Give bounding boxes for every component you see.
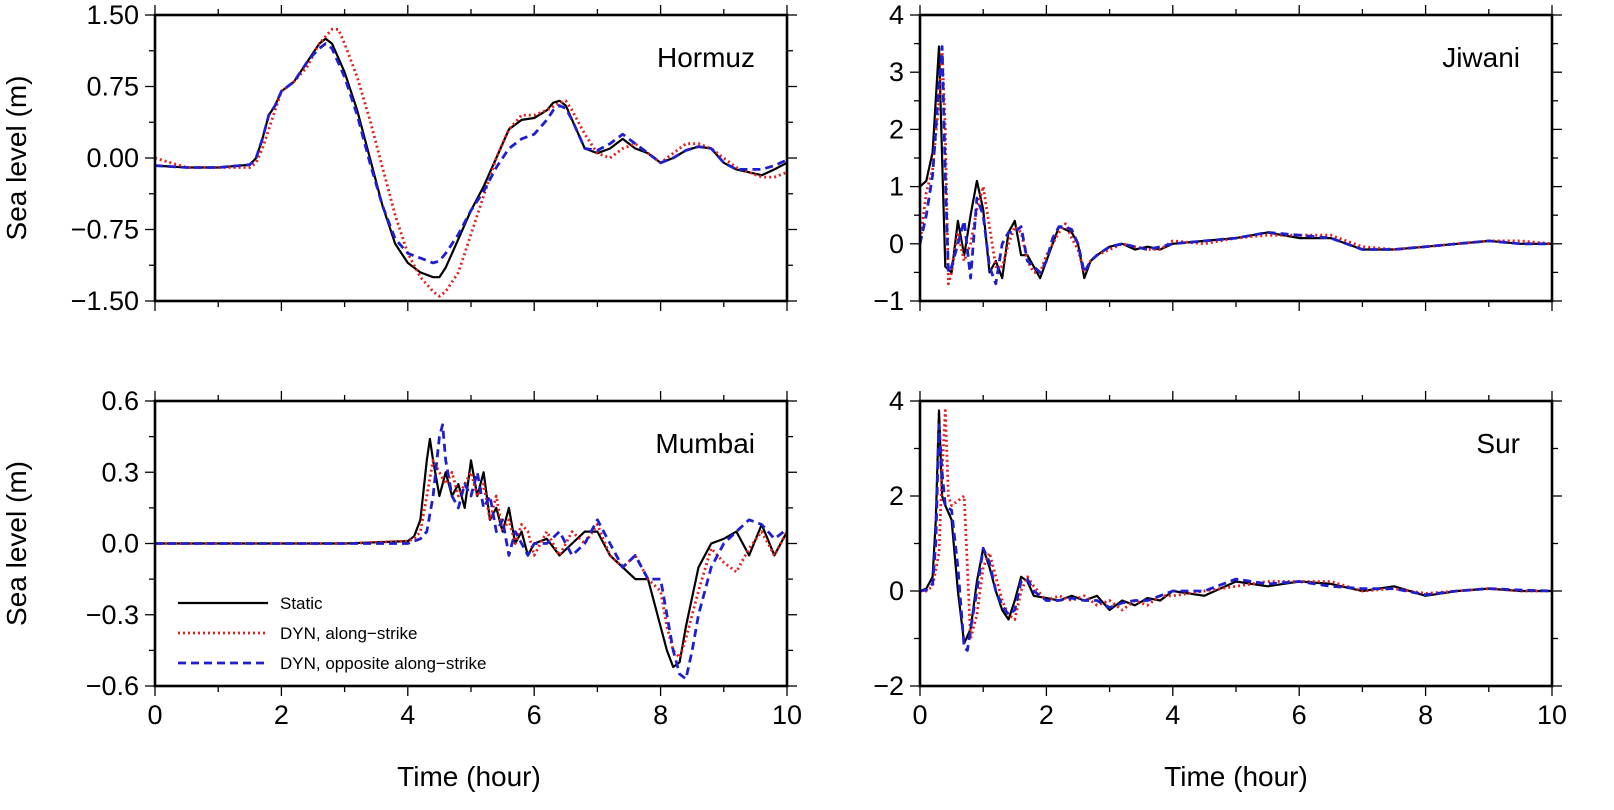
hormuz-series-dyn-opposite-along-strike <box>155 42 787 265</box>
mumbai-x-tick-label: 2 <box>274 700 289 730</box>
mumbai-y-tick-label: 0.3 <box>101 457 139 487</box>
sur-x-tick-label: 0 <box>912 700 927 730</box>
hormuz-series-group <box>155 27 787 298</box>
jiwani-y-tick-label: 0 <box>889 229 904 259</box>
sur-plot-frame <box>918 399 1554 688</box>
hormuz-y-axis-title: Sea level (m) <box>1 76 32 241</box>
mumbai-series-dyn-along-strike <box>155 458 787 659</box>
jiwani-series-static <box>920 45 1552 280</box>
panel-hormuz: 1.50 0.75 0.00 −0.75 −1.50 Sea level (m) Hormu… <box>1 0 797 316</box>
hormuz-series-static <box>155 37 787 279</box>
mumbai-plot-frame <box>153 399 789 688</box>
hormuz-station-label: Hormuz <box>657 42 755 73</box>
mumbai-x-tick-label: 8 <box>653 700 668 730</box>
hormuz-y-tick-label: 0.75 <box>86 72 139 102</box>
sur-station-label: Sur <box>1476 428 1520 459</box>
mumbai-y-tick-label: 0.0 <box>101 529 139 559</box>
legend-label-dyn-opposite-along-strike: DYN, opposite along−strike <box>280 654 486 673</box>
legend-label-dyn-along-strike: DYN, along−strike <box>280 624 417 643</box>
mumbai-x-tick-label: 10 <box>772 700 802 730</box>
mumbai-series-group <box>155 423 787 681</box>
sur-y-tick-label: −2 <box>873 671 904 701</box>
sur-x-tick-label: 6 <box>1292 700 1307 730</box>
panel-mumbai: 0.6 0.3 0.0 −0.3 −0.6 0 2 4 6 8 10 Sea level (m) Mum… <box>1 386 802 730</box>
mumbai-y-tick-label: −0.6 <box>86 671 139 701</box>
jiwani-y-tick-label: 2 <box>889 114 904 144</box>
jiwani-y-tick-label: 3 <box>889 57 904 87</box>
mumbai-y-axis-title: Sea level (m) <box>1 461 32 626</box>
jiwani-series-dyn-opposite-along-strike <box>920 45 1552 286</box>
mumbai-x-tick-label: 4 <box>400 700 415 730</box>
jiwani-y-tick-label: 1 <box>889 172 904 202</box>
mumbai-series-static <box>155 437 787 669</box>
sur-x-tick-label: 10 <box>1537 700 1567 730</box>
mumbai-x-tick-label: 0 <box>147 700 162 730</box>
mumbai-y-tick-label: 0.6 <box>101 386 139 416</box>
hormuz-y-tick-label: 1.50 <box>86 0 139 30</box>
panel-jiwani: 4 3 2 1 0 −1 Jiwani <box>873 0 1562 316</box>
sur-y-tick-label: 4 <box>889 386 904 416</box>
jiwani-y-tick-label: −1 <box>873 286 904 316</box>
jiwani-station-label: Jiwani <box>1442 42 1520 73</box>
jiwani-y-tick-label: 4 <box>889 0 904 30</box>
legend: Static DYN, along−strike DYN, opposite a… <box>178 594 486 673</box>
jiwani-plot-frame <box>918 13 1554 303</box>
hormuz-y-tick-label: −1.50 <box>71 286 139 316</box>
sur-x-tick-label: 2 <box>1039 700 1054 730</box>
x-axis-title-right: Time (hour) <box>1164 761 1308 792</box>
sur-y-tick-label: 2 <box>889 481 904 511</box>
jiwani-series-dyn-along-strike <box>920 47 1552 286</box>
sur-series-dyn-along-strike <box>920 409 1552 640</box>
sur-x-tick-label: 4 <box>1165 700 1180 730</box>
sur-series-dyn-opposite-along-strike <box>920 423 1552 652</box>
sur-series-group <box>920 409 1552 652</box>
panel-sur: 4 2 0 −2 0 2 4 6 8 10 Sur <box>873 386 1567 730</box>
hormuz-plot-frame <box>153 13 789 303</box>
jiwani-series-group <box>920 45 1552 286</box>
sur-y-tick-label: 0 <box>889 576 904 606</box>
mumbai-x-tick-label: 6 <box>527 700 542 730</box>
mumbai-y-tick-label: −0.3 <box>86 600 139 630</box>
mumbai-series-dyn-opposite-along-strike <box>155 423 787 681</box>
mumbai-station-label: Mumbai <box>655 428 755 459</box>
legend-label-static: Static <box>280 594 323 613</box>
hormuz-y-tick-label: −0.75 <box>71 215 139 245</box>
hormuz-y-tick-label: 0.00 <box>86 143 139 173</box>
sur-x-tick-label: 8 <box>1418 700 1433 730</box>
x-axis-title-left: Time (hour) <box>397 761 541 792</box>
